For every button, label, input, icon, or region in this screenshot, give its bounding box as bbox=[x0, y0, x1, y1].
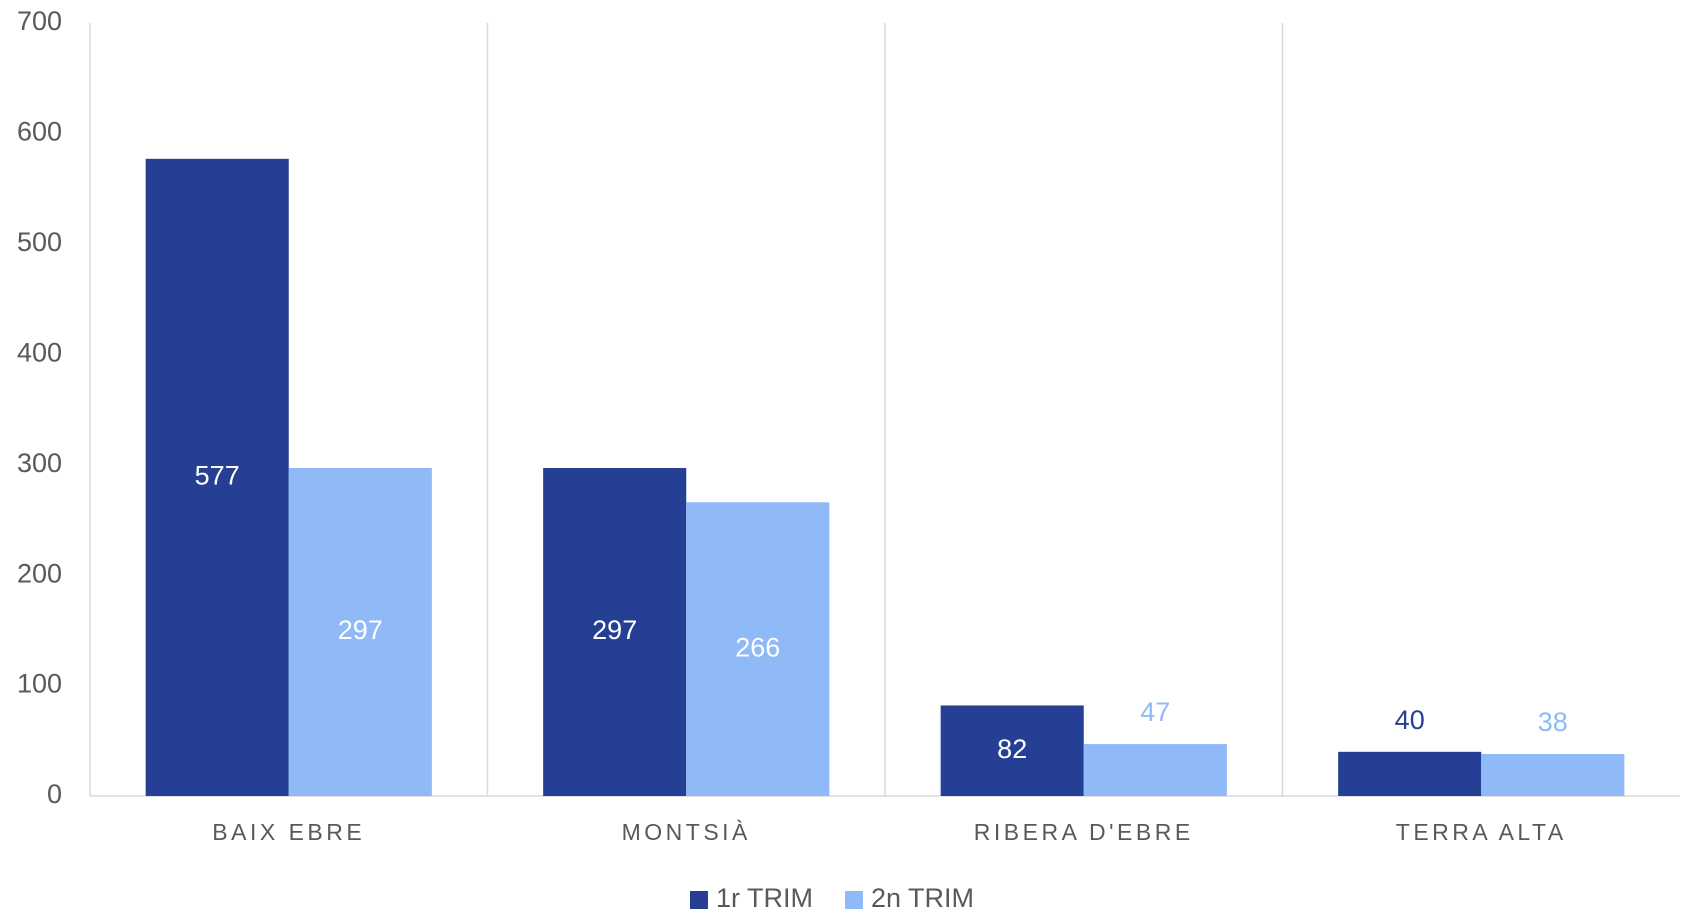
x-tick-label: BAIX EBRE bbox=[212, 819, 365, 845]
data-label: 266 bbox=[735, 632, 780, 662]
bar bbox=[288, 468, 432, 796]
x-tick-label: MONTSIÀ bbox=[622, 819, 751, 845]
bar bbox=[145, 158, 289, 796]
y-tick-label: 700 bbox=[17, 6, 62, 36]
bar bbox=[1083, 744, 1227, 796]
x-tick-label: RIBERA D'EBRE bbox=[974, 819, 1194, 845]
y-tick-label: 100 bbox=[17, 669, 62, 699]
bar bbox=[1338, 751, 1482, 796]
y-tick-label: 200 bbox=[17, 558, 62, 588]
y-tick-label: 0 bbox=[47, 779, 62, 809]
legend-label: 2n TRIM bbox=[871, 883, 974, 913]
y-tick-label: 400 bbox=[17, 337, 62, 367]
data-label: 38 bbox=[1538, 707, 1568, 737]
x-tick-label: TERRA ALTA bbox=[1396, 819, 1567, 845]
data-label: 297 bbox=[592, 615, 637, 645]
bar bbox=[543, 468, 687, 796]
data-label: 82 bbox=[997, 734, 1027, 764]
bar bbox=[686, 502, 830, 796]
y-tick-label: 500 bbox=[17, 227, 62, 257]
bar bbox=[940, 705, 1084, 796]
data-label: 297 bbox=[338, 615, 383, 645]
legend-label: 1r TRIM bbox=[716, 883, 813, 913]
legend-swatch bbox=[690, 891, 708, 909]
data-label: 40 bbox=[1395, 705, 1425, 735]
y-tick-label: 300 bbox=[17, 448, 62, 478]
legend-swatch bbox=[845, 891, 863, 909]
data-label: 577 bbox=[195, 461, 240, 491]
y-tick-label: 600 bbox=[17, 117, 62, 147]
bar bbox=[1481, 754, 1625, 796]
data-label: 47 bbox=[1140, 697, 1170, 727]
